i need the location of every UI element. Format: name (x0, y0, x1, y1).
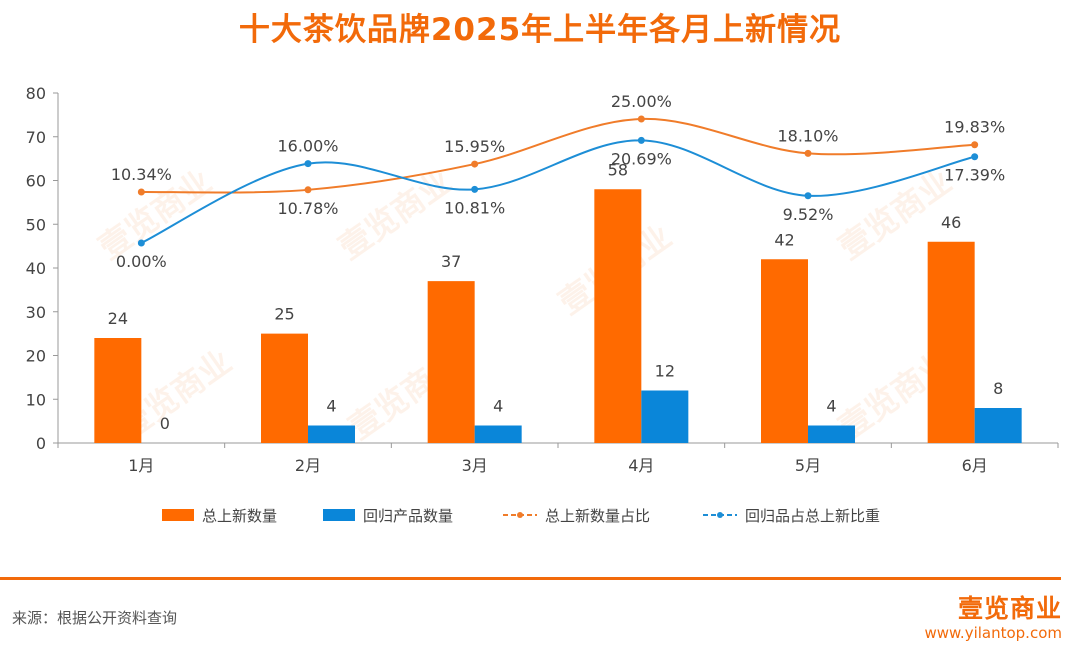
y-tick-label: 20 (26, 347, 46, 366)
y-tick-label: 0 (36, 434, 46, 453)
legend-swatch-orange-bar (162, 509, 194, 521)
line-value-label: 10.34% (111, 165, 172, 184)
x-tick-label: 6月 (962, 456, 988, 475)
bar-value-label: 24 (108, 309, 128, 328)
logo-text: 壹览商业 (957, 594, 1062, 623)
y-tick-label: 60 (26, 172, 46, 191)
bar-value-label: 37 (441, 252, 461, 271)
bar-value-label: 12 (655, 362, 675, 381)
bar-total-new (594, 189, 642, 443)
line-point (971, 153, 979, 161)
y-tick-label: 30 (26, 303, 46, 322)
bar-total-new (761, 259, 808, 443)
brand-logo: 壹览商业 www.yilantop.com (925, 594, 1063, 642)
legend-item-returning: 回归产品数量 (323, 503, 453, 527)
line-value-label: 0.00% (116, 252, 167, 271)
logo-url: www.yilantop.com (924, 624, 1063, 642)
line-point (637, 136, 645, 144)
line-value-label: 10.78% (277, 199, 338, 218)
x-tick-label: 4月 (628, 456, 654, 475)
line-total-share (141, 117, 975, 194)
line-point (304, 160, 312, 168)
chart-legend: 总上新数量 回归产品数量 总上新数量占比 回归品占总上新比重 (0, 503, 1080, 527)
bar-value-label: 4 (326, 397, 336, 416)
line-point (637, 115, 645, 123)
bar-returning (308, 425, 355, 443)
bar-total-new (927, 241, 975, 443)
y-tick-label: 80 (26, 84, 46, 103)
x-tick-label: 1月 (128, 456, 154, 475)
line-point (137, 239, 145, 247)
bar-total-new (427, 281, 475, 443)
bar-total-new (261, 333, 308, 443)
line-point (471, 185, 479, 193)
bar-value-label: 58 (608, 160, 628, 179)
bar-returning (641, 390, 689, 443)
line-value-label: 20.69% (611, 149, 672, 168)
legend-item-total-new: 总上新数量 (162, 503, 277, 527)
line-point (971, 141, 979, 149)
legend-label: 回归品占总上新比重 (745, 506, 881, 525)
bar-value-label: 8 (993, 379, 1003, 398)
legend-item-returning-share: 回归品占总上新比重 (703, 503, 880, 527)
legend-label: 总上新数量占比 (545, 506, 651, 525)
bar-returning (808, 425, 855, 443)
line-value-label: 15.95% (444, 137, 505, 156)
chart-title: 十大茶饮品牌2025年上半年各月上新情况 (238, 12, 842, 48)
line-value-label: 10.81% (444, 198, 505, 217)
bar-value-label: 42 (774, 230, 794, 249)
line-returning-share (140, 139, 975, 244)
source-note: 来源：根据公开资料查询 (12, 609, 178, 627)
line-point (304, 186, 312, 194)
y-tick-label: 10 (26, 390, 46, 409)
line-value-label: 19.83% (944, 118, 1005, 137)
legend-label: 总上新数量 (202, 506, 278, 525)
line-value-label: 16.00% (277, 137, 338, 156)
line-value-label: 25.00% (611, 92, 672, 111)
line-value-label: 9.52% (783, 205, 834, 224)
legend-swatch-blue-line (703, 512, 737, 518)
y-tick-label: 40 (26, 259, 46, 278)
x-tick-label: 3月 (462, 456, 488, 475)
line-point (471, 160, 479, 168)
x-tick-label: 2月 (295, 456, 321, 475)
bar-returning (974, 408, 1022, 443)
bar-value-label: 4 (493, 397, 503, 416)
line-value-label: 17.39% (944, 166, 1005, 185)
line-point (804, 192, 812, 200)
legend-label: 回归产品数量 (363, 506, 454, 525)
footer-divider (0, 577, 1061, 580)
y-tick-label: 70 (26, 128, 46, 147)
bar-value-label: 25 (274, 305, 294, 324)
legend-swatch-orange-line (503, 512, 537, 518)
bar-value-label: 4 (826, 397, 836, 416)
bar-returning (474, 425, 522, 443)
bar-value-label: 46 (941, 213, 961, 232)
bar-value-label: 0 (160, 414, 170, 433)
x-tick-label: 5月 (795, 456, 821, 475)
legend-swatch-blue-bar (323, 509, 355, 521)
line-point (137, 188, 145, 196)
y-tick-label: 50 (26, 215, 46, 234)
line-point (804, 149, 812, 157)
bar-total-new (94, 338, 142, 443)
legend-item-total-share: 总上新数量占比 (503, 503, 650, 527)
line-value-label: 18.10% (777, 126, 838, 145)
